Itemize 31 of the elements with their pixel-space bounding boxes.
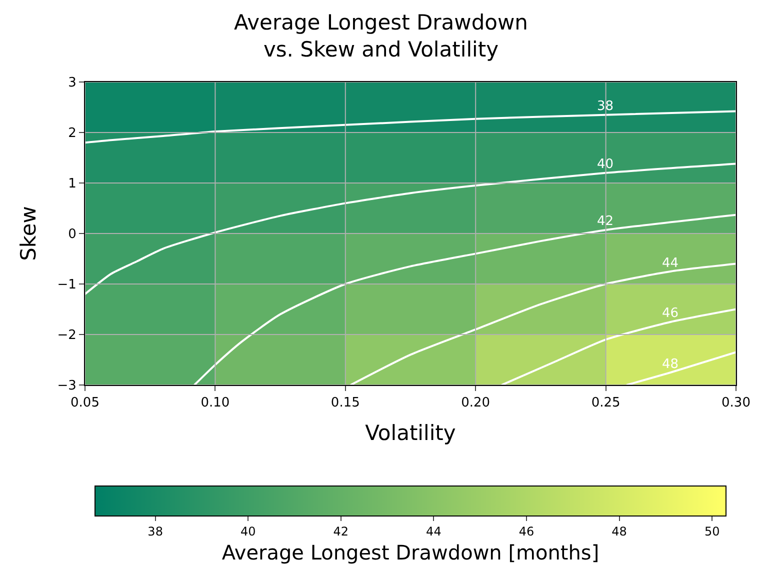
y-tick-label: −1 <box>57 278 76 293</box>
y-tick-label: 2 <box>68 126 76 142</box>
color-bar-label: 42 <box>333 524 349 538</box>
y-tick-label: 1 <box>68 176 76 192</box>
x-tick-label: 0.25 <box>591 396 620 411</box>
series-label: 48 <box>662 357 679 372</box>
color-bar-label: 50 <box>704 524 720 538</box>
series-label: 42 <box>597 214 614 229</box>
y-tick-label: 3 <box>68 76 76 91</box>
color-bar-label: 46 <box>518 524 534 538</box>
line-series <box>85 110 736 144</box>
series-label: 44 <box>662 256 679 271</box>
series-label: 46 <box>662 306 679 321</box>
y-tick-label: −3 <box>57 378 76 394</box>
color-bar-title: Average Longest Drawdown [months] <box>222 540 600 564</box>
y-tick-label: −2 <box>57 328 76 344</box>
x-tick-label: 0.05 <box>70 396 100 411</box>
color-bar-label: 40 <box>240 524 256 538</box>
line-series <box>500 308 736 385</box>
x-tick-label: 0.15 <box>330 396 360 411</box>
line-series <box>193 214 736 385</box>
color-bar-label: 38 <box>148 524 163 538</box>
y-axis-title: Skew <box>16 206 40 261</box>
x-tick-label: 0.30 <box>722 396 750 411</box>
x-tick-label: 0.20 <box>461 396 490 411</box>
x-axis-title: Volatility <box>365 420 456 445</box>
x-tick-label: 0.10 <box>200 396 230 411</box>
color-bar-label: 44 <box>426 524 442 538</box>
y-tick-label: 0 <box>68 227 76 242</box>
color-bar-label: 48 <box>612 524 627 538</box>
chart-title: Average Longest Drawdown vs. Skew and Volatility <box>234 10 528 62</box>
